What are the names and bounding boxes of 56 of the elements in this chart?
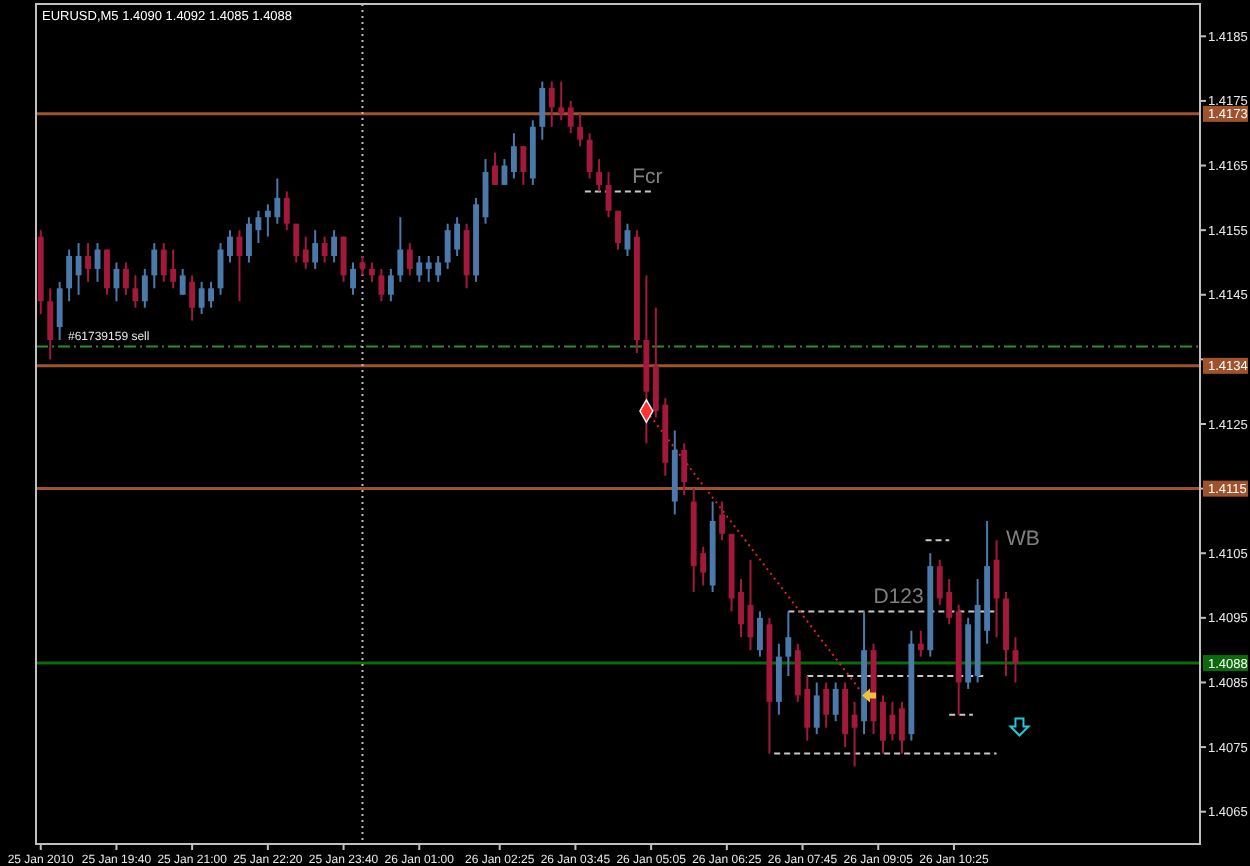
candlestick — [577, 112, 584, 148]
candlestick — [85, 242, 91, 283]
candlestick — [350, 261, 356, 296]
candlestick — [832, 681, 839, 723]
candlestick — [321, 235, 328, 264]
annotation: Fcr — [632, 165, 664, 190]
candlestick — [75, 242, 82, 296]
candlestick — [227, 229, 233, 264]
candlestick — [104, 248, 110, 296]
candlestick — [302, 235, 309, 270]
candlestick — [813, 681, 820, 736]
candlestick — [851, 700, 858, 768]
candlestick — [558, 80, 565, 122]
candlestick — [331, 229, 338, 264]
candlestick — [898, 700, 905, 755]
candlestick — [539, 80, 546, 141]
candlestick — [567, 99, 574, 135]
candlestick — [492, 151, 498, 186]
candlestick — [917, 629, 924, 658]
annotation: WB — [1006, 527, 1040, 552]
candlestick — [416, 255, 423, 283]
candlestick — [132, 274, 139, 309]
candlestick — [151, 242, 158, 290]
candlestick — [842, 681, 849, 749]
candlestick — [463, 222, 470, 290]
candlestick — [179, 267, 186, 296]
candlestick — [548, 80, 555, 128]
candlestick — [775, 642, 782, 716]
candlestick — [387, 267, 394, 303]
candlestick — [47, 287, 54, 361]
candlestick — [312, 229, 319, 270]
candlestick — [359, 255, 366, 277]
candlestick — [586, 132, 593, 180]
candlestick — [738, 578, 744, 639]
candlestick — [369, 261, 375, 283]
candlestick — [719, 500, 726, 542]
candlestick — [406, 242, 413, 277]
candlestick — [615, 209, 621, 251]
candlestick — [378, 267, 385, 303]
candlestick — [122, 261, 129, 296]
candlestick — [880, 694, 886, 755]
candlestick — [785, 610, 792, 677]
candlestick — [56, 280, 63, 341]
candlestick — [189, 274, 196, 322]
candlestick — [66, 248, 73, 303]
candlestick — [520, 145, 527, 186]
candlestick — [397, 216, 404, 283]
candlestick — [596, 158, 603, 193]
candlestick — [757, 610, 763, 658]
annotation: D123 — [873, 585, 925, 610]
candlestick — [681, 442, 688, 497]
candlestick — [141, 267, 148, 309]
candlestick — [510, 132, 517, 180]
candlestick — [293, 222, 300, 264]
candlestick — [823, 681, 830, 729]
candlestick — [283, 190, 290, 232]
